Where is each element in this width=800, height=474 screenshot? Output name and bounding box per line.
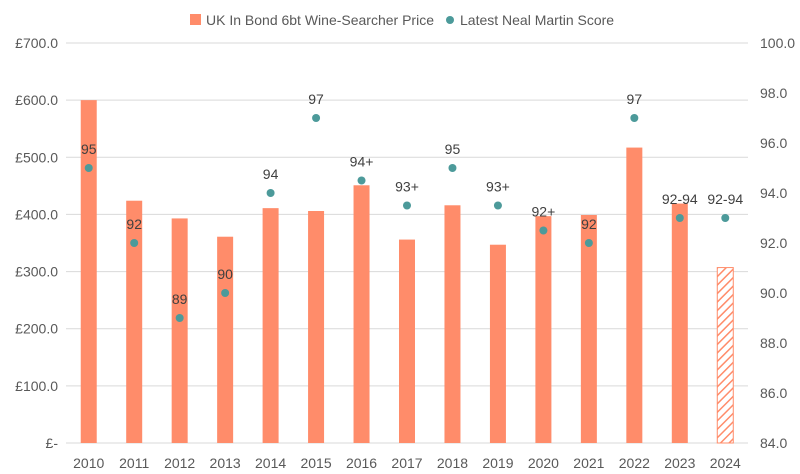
x-tick-label: 2011 [119,455,149,471]
x-tick-label: 2014 [255,455,286,471]
left-tick-label: £400.0 [15,206,58,222]
x-tick-label: 2013 [210,455,241,471]
price-bar [126,200,143,443]
right-tick-label: 98.0 [760,85,787,101]
x-axis: 2010 2011 2012 2013 2014 2015 2016 2017 2018 2019… [73,455,741,471]
left-tick-label: £300.0 [15,264,58,280]
x-tick-label: 2015 [300,455,331,471]
price-bar [489,244,506,443]
score-point [266,189,275,197]
price-bar-estimate [716,267,734,444]
left-tick-label: £700.0 [15,35,58,51]
price-bar [308,211,325,443]
score-label: 92-94 [707,191,743,207]
price-bar [580,215,597,443]
price-bar [171,218,188,443]
right-tick-label: 94.0 [760,185,787,201]
right-tick-label: 86.0 [760,385,787,401]
right-tick-label: 84.0 [760,435,787,451]
score-label: 89 [172,291,188,307]
price-bar [626,147,643,444]
score-point [130,239,139,247]
right-tick-label: 88.0 [760,335,787,351]
x-tick-label: 2021 [573,455,604,471]
x-tick-label: 2023 [664,455,695,471]
score-point [493,201,502,210]
price-bar [262,208,279,443]
right-tick-label: 96.0 [760,135,787,151]
price-bar [353,185,370,444]
score-label: 93+ [395,179,419,195]
legend-swatch-score [446,16,454,24]
score-point [357,176,366,185]
x-tick-label: 2019 [482,455,513,471]
price-bar [671,203,688,443]
x-tick-label: 2017 [391,455,422,471]
score-point [539,226,548,235]
price-bar [217,236,234,443]
right-tick-label: 90.0 [760,285,787,301]
left-y-axis: £- £100.0 £200.0 £300.0 £400.0 £500.0 £600.0 £7… [15,35,58,451]
score-label: 92 [581,216,597,232]
left-tick-label: £600.0 [15,92,58,108]
price-bar [399,239,415,443]
score-point [403,201,411,210]
score-label: 90 [217,266,233,282]
x-tick-label: 2016 [346,455,377,471]
score-point [675,214,684,222]
x-tick-label: 2024 [710,455,741,471]
legend-swatch-price [190,14,201,25]
score-label: 92+ [532,204,556,220]
score-label: 95 [445,141,461,157]
score-point [221,289,230,297]
score-label: 97 [308,91,324,107]
x-tick-label: 2020 [528,455,559,471]
score-label: 92-94 [662,191,698,207]
score-point [175,314,184,322]
score-point [584,239,593,247]
score-point [84,164,93,172]
legend-label-score: Latest Neal Martin Score [460,12,614,28]
right-tick-label: 100.0 [760,35,795,51]
left-tick-label: £200.0 [15,321,58,337]
price-bar [80,100,97,444]
score-label: 92 [126,216,142,232]
score-label: 95 [81,141,97,157]
price-bar [535,216,552,443]
left-tick-label: £500.0 [15,149,58,165]
legend-label-price: UK In Bond 6bt Wine-Searcher Price [206,12,434,28]
score-label: 93+ [486,179,510,195]
left-tick-label: £100.0 [15,378,58,394]
score-point [448,164,457,172]
x-tick-label: 2018 [437,455,468,471]
left-tick-label: £- [46,435,59,451]
score-label: 94+ [350,154,374,170]
score-point [630,114,639,122]
score-label: 97 [627,91,643,107]
score-label: 94 [263,166,279,182]
right-tick-label: 92.0 [760,235,787,251]
x-tick-label: 2022 [619,455,650,471]
x-tick-label: 2010 [73,455,104,471]
bar-series [80,100,734,444]
legend: UK In Bond 6bt Wine-Searcher Price Lates… [190,12,614,28]
score-point [721,214,730,222]
score-point [312,114,321,122]
right-y-axis: 84.0 86.0 88.0 90.0 92.0 94.0 96.0 98.0 100.0 [760,35,795,451]
x-tick-label: 2012 [164,455,195,471]
price-bar [444,205,461,443]
score-series: 95 92 89 90 94 97 94+ 93+ 95 93+ 92+ 92 97 92-94 92-94 [81,91,743,322]
